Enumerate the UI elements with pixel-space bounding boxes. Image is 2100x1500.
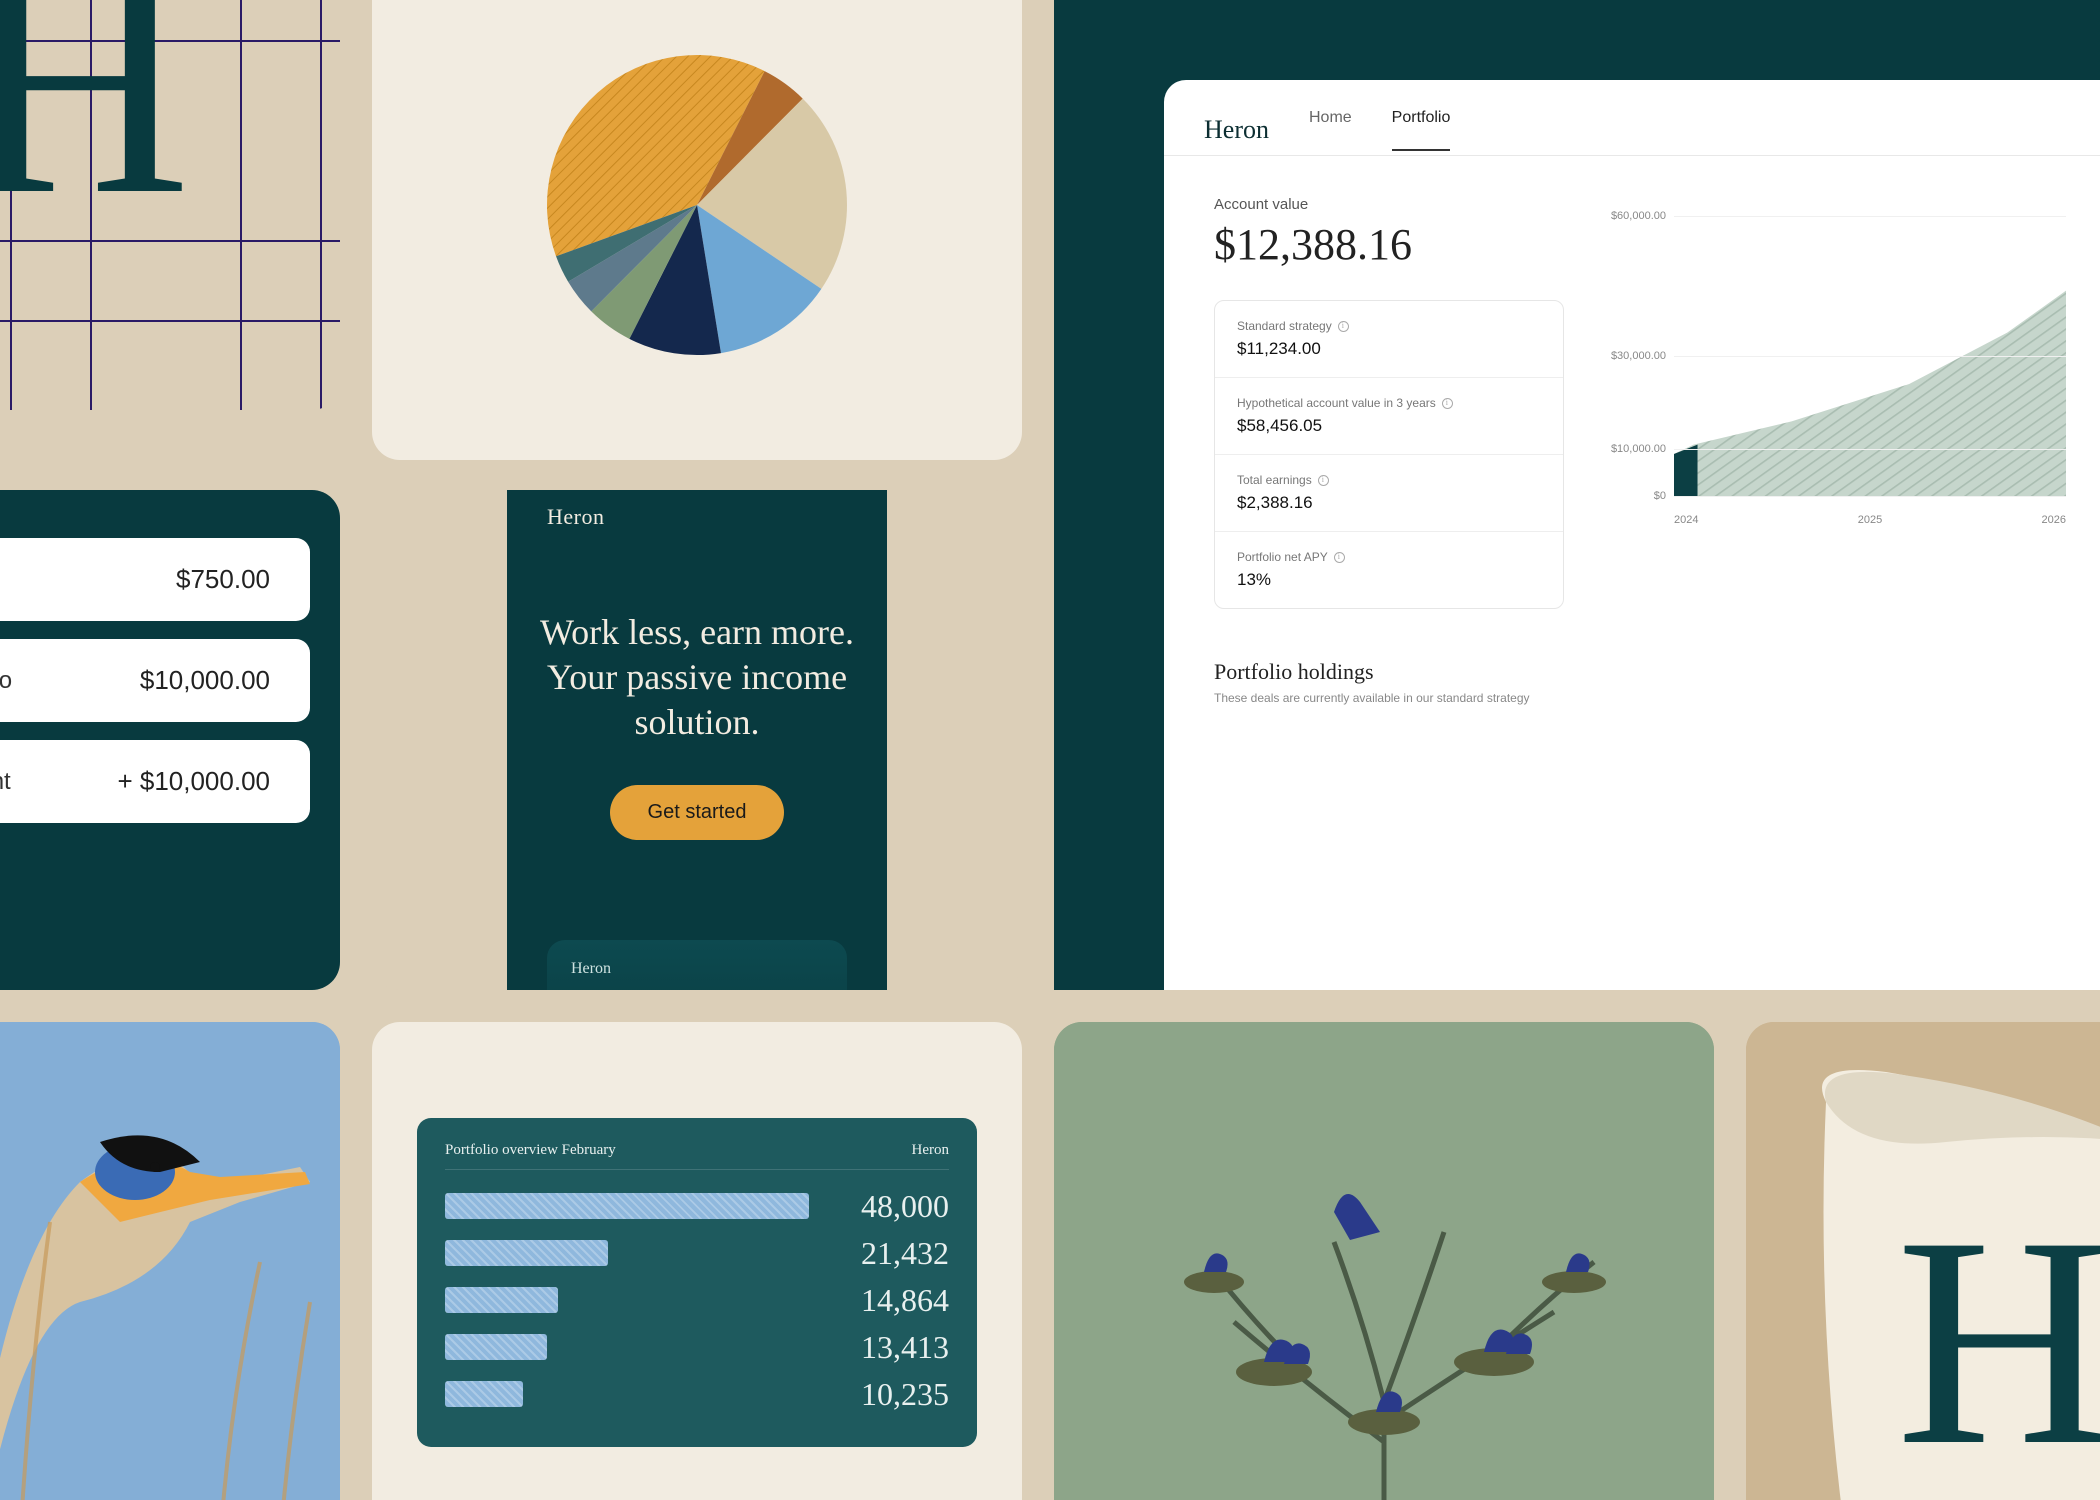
bar-brand: Heron [912,1142,950,1159]
dashboard-panel: Heron Home Portfolio Account value $12,3… [1054,0,2100,990]
tab-portfolio[interactable]: Portfolio [1392,109,1451,151]
mobile-hero-card: Heron Work less, earn more. Your passive… [372,490,1022,990]
money-value: $750.00 [176,564,270,595]
tab-home[interactable]: Home [1309,109,1352,151]
curled-paper-icon: H [1746,1022,2100,1500]
herons-in-tree-icon [1054,1022,1714,1500]
logo-letter: H [0,0,191,268]
stat-row: Portfolio net APY 13% [1215,532,1563,608]
bar-value: 48,000 [829,1188,949,1225]
bar-row: 21,432 [445,1235,949,1272]
bar-chart-card: Portfolio overview February Heron 48,000… [372,1022,1022,1500]
growth-chart: $60,000.00$30,000.00$10,000.00$0 2024202… [1604,196,2066,556]
pie-chart-card [372,0,1022,460]
bar-value: 14,864 [829,1282,949,1319]
bar-panel: Portfolio overview February Heron 48,000… [417,1118,977,1447]
money-row: ccount + $10,000.00 [0,740,310,823]
heron-illustration-card [0,1022,340,1500]
stats-box: Standard strategy $11,234.00 Hypothetica… [1214,300,1564,609]
bar-value: 21,432 [829,1235,949,1272]
info-icon[interactable] [1318,475,1329,486]
money-row: ortfolio $10,000.00 [0,639,310,722]
money-rows-card: $750.00 ortfolio $10,000.00 ccount + $10… [0,490,340,990]
holdings-subtitle: These deals are currently available in o… [1214,691,2066,705]
heron-bird-icon [0,1022,340,1500]
money-value: + $10,000.00 [117,766,270,797]
stat-row: Hypothetical account value in 3 years $5… [1215,378,1563,455]
account-value: $12,388.16 [1214,219,1564,270]
phone-inner-card: Heron [547,940,847,990]
holdings-title: Portfolio holdings [1214,659,2066,685]
birds-tree-card [1054,1022,1714,1500]
money-value: $10,000.00 [140,665,270,696]
bar-row: 13,413 [445,1329,949,1366]
info-icon[interactable] [1338,321,1349,332]
dashboard-brand: Heron [1204,115,1269,145]
dashboard-window: Heron Home Portfolio Account value $12,3… [1164,80,2100,990]
money-row: $750.00 [0,538,310,621]
paper-logo-card: H [1746,1022,2100,1500]
phone-brand: Heron [547,504,847,530]
logo-grid-card: H [0,0,340,410]
stat-row: Standard strategy $11,234.00 [1215,301,1563,378]
bar-row: 48,000 [445,1188,949,1225]
bar-value: 10,235 [829,1376,949,1413]
dashboard-nav: Heron Home Portfolio [1164,80,2100,156]
get-started-button[interactable]: Get started [610,785,785,840]
hero-headline: Work less, earn more. Your passive incom… [537,610,857,745]
allocation-pie-chart [527,35,867,375]
info-icon[interactable] [1334,552,1345,563]
bar-row: 10,235 [445,1376,949,1413]
info-icon[interactable] [1442,398,1453,409]
bar-title: Portfolio overview February [445,1142,616,1159]
phone-mock: Heron Work less, earn more. Your passive… [507,490,887,990]
stat-row: Total earnings $2,388.16 [1215,455,1563,532]
bar-value: 13,413 [829,1329,949,1366]
paper-logo-letter: H [1896,1175,2100,1500]
account-value-label: Account value [1214,196,1564,213]
bar-row: 14,864 [445,1282,949,1319]
